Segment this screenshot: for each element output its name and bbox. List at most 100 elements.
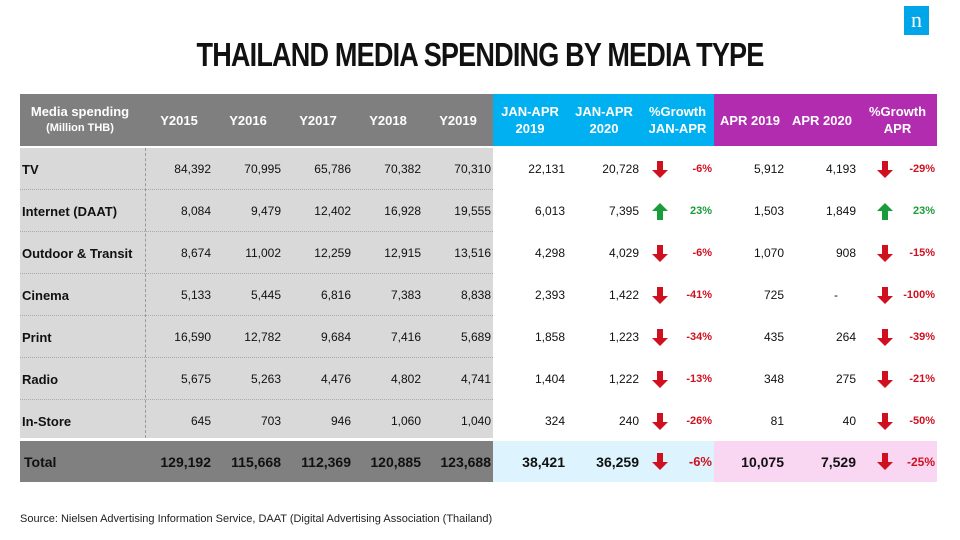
cell-apr2019: 1,503 bbox=[753, 204, 784, 218]
cell-ja2019: 38,421 bbox=[522, 453, 565, 470]
cell-y2017: 12,402 bbox=[314, 204, 351, 218]
cell-y2018: 12,915 bbox=[384, 246, 421, 260]
down-arrow-icon bbox=[650, 274, 670, 316]
header-y2015: Y2015 bbox=[160, 112, 198, 128]
cell-y2016: 12,782 bbox=[244, 330, 281, 344]
cell-y2018: 16,928 bbox=[384, 204, 421, 218]
growth-apr: 23% bbox=[912, 205, 935, 217]
row-label: TV bbox=[22, 161, 39, 177]
down-arrow-icon bbox=[875, 441, 895, 482]
cell-y2017: 65,786 bbox=[314, 162, 351, 176]
row-label: Cinema bbox=[22, 287, 69, 303]
header-janapr-2019-l2: 2019 bbox=[515, 121, 545, 136]
up-arrow-icon bbox=[650, 190, 670, 232]
cell-y2015: 16,590 bbox=[174, 330, 211, 344]
header-janapr-2019-l1: JAN-APR bbox=[501, 104, 559, 119]
growth-janapr: 23% bbox=[689, 205, 712, 217]
header-growth-apr-l1: %Growth bbox=[868, 104, 927, 119]
growth-apr: -39% bbox=[909, 331, 935, 343]
cell-y2019: 13,516 bbox=[454, 246, 491, 260]
cell-ja2020: 1,223 bbox=[608, 330, 639, 344]
cell-y2019: 8,838 bbox=[460, 288, 491, 302]
header-y2019: Y2019 bbox=[439, 112, 477, 128]
cell-y2016: 115,668 bbox=[231, 453, 281, 470]
header-blue-bg bbox=[493, 94, 714, 146]
cell-y2019: 5,689 bbox=[460, 330, 491, 344]
cell-y2015: 645 bbox=[190, 414, 211, 428]
cell-y2017: 12,259 bbox=[314, 246, 351, 260]
row-label: Internet (DAAT) bbox=[22, 203, 118, 219]
down-arrow-icon bbox=[650, 148, 670, 190]
row-separator bbox=[20, 189, 493, 190]
header-apr-2019: APR 2019 bbox=[720, 112, 780, 128]
media-spending-table: Media spending (Million THB) Y2015 Y2016… bbox=[20, 94, 937, 482]
growth-janapr: -6% bbox=[688, 454, 712, 469]
cell-y2016: 5,263 bbox=[250, 372, 281, 386]
header-media-line1: Media spending bbox=[30, 104, 130, 119]
down-arrow-icon bbox=[650, 316, 670, 358]
header-janapr-2020: JAN-APR 2020 bbox=[567, 94, 641, 146]
cell-apr2019: 1,070 bbox=[753, 246, 784, 260]
down-arrow-icon bbox=[875, 274, 895, 316]
nielsen-logo: n bbox=[904, 6, 929, 35]
cell-y2017: 9,684 bbox=[320, 330, 351, 344]
cell-y2016: 9,479 bbox=[250, 204, 281, 218]
growth-apr: -15% bbox=[909, 247, 935, 259]
cell-y2015: 84,392 bbox=[174, 162, 211, 176]
cell-apr2019: 348 bbox=[763, 372, 784, 386]
page-title: THAILAND MEDIA SPENDING BY MEDIA TYPE bbox=[196, 36, 764, 73]
cell-apr2019: 5,912 bbox=[753, 162, 784, 176]
growth-apr: -29% bbox=[909, 163, 935, 175]
cell-y2015: 8,084 bbox=[180, 204, 211, 218]
cell-y2018: 7,416 bbox=[390, 330, 421, 344]
header-y2018: Y2018 bbox=[369, 112, 407, 128]
cell-ja2020: 1,222 bbox=[608, 372, 639, 386]
growth-janapr: -13% bbox=[686, 373, 712, 385]
total-blue-bg bbox=[493, 440, 714, 482]
down-arrow-icon bbox=[650, 232, 670, 274]
cell-y2018: 1,060 bbox=[390, 414, 421, 428]
cell-y2018: 120,885 bbox=[370, 453, 421, 470]
header-janapr-2019: JAN-APR 2019 bbox=[493, 94, 567, 146]
cell-ja2019: 22,131 bbox=[528, 162, 565, 176]
row-label: Outdoor & Transit bbox=[22, 245, 133, 261]
row-separator bbox=[20, 315, 493, 316]
cell-y2015: 5,133 bbox=[180, 288, 211, 302]
header-divider bbox=[20, 146, 937, 148]
row-separator bbox=[20, 357, 493, 358]
cell-apr2020: 275 bbox=[835, 372, 856, 386]
cell-y2017: 112,369 bbox=[301, 453, 351, 470]
header-janapr-2020-l2: 2020 bbox=[589, 121, 619, 136]
cell-y2016: 70,995 bbox=[244, 162, 281, 176]
up-arrow-icon bbox=[875, 190, 895, 232]
cell-y2019: 123,688 bbox=[440, 453, 491, 470]
total-gray-bg bbox=[20, 440, 493, 482]
growth-apr: -25% bbox=[906, 454, 935, 469]
cell-apr2019: 435 bbox=[763, 330, 784, 344]
cell-y2016: 5,445 bbox=[250, 288, 281, 302]
body-gray-bg bbox=[20, 146, 493, 440]
row-label: In-Store bbox=[22, 413, 72, 429]
cell-ja2019: 2,393 bbox=[534, 288, 565, 302]
source-note: Source: Nielsen Advertising Information … bbox=[20, 513, 493, 525]
header-purple-bg bbox=[714, 94, 937, 146]
row-separator bbox=[20, 273, 493, 274]
growth-janapr: -41% bbox=[686, 289, 712, 301]
cell-ja2019: 4,298 bbox=[534, 246, 565, 260]
cell-apr2019: 10,075 bbox=[741, 453, 784, 470]
down-arrow-icon bbox=[875, 232, 895, 274]
cell-apr2020: 1,849 bbox=[825, 204, 856, 218]
cell-apr2020: 4,193 bbox=[825, 162, 856, 176]
cell-apr2019: 81 bbox=[770, 414, 784, 428]
down-arrow-icon bbox=[875, 400, 895, 442]
growth-apr: -50% bbox=[909, 415, 935, 427]
down-arrow-icon bbox=[650, 358, 670, 400]
cell-y2019: 4,741 bbox=[460, 372, 491, 386]
total-divider bbox=[20, 438, 937, 441]
cell-y2018: 4,802 bbox=[390, 372, 421, 386]
total-row-label: Total bbox=[24, 453, 57, 470]
body-white-bg bbox=[493, 146, 937, 440]
growth-apr: -21% bbox=[909, 373, 935, 385]
cell-ja2020: 36,259 bbox=[596, 453, 639, 470]
cell-y2019: 19,555 bbox=[454, 204, 491, 218]
